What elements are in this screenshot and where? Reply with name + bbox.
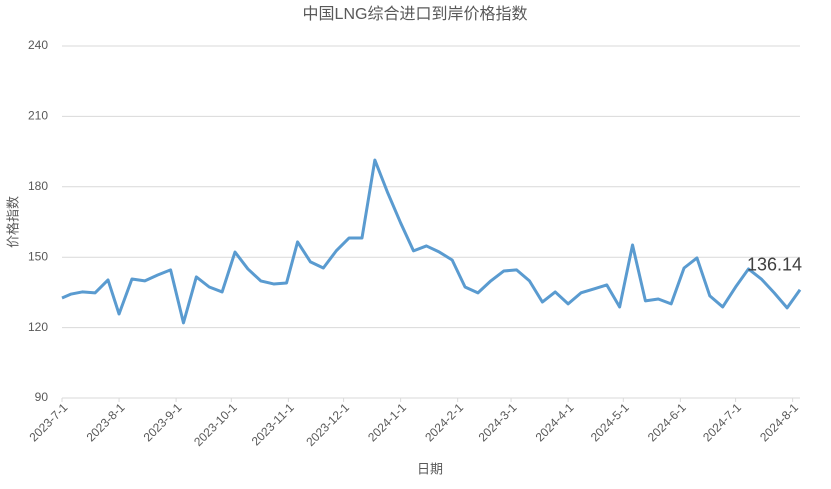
data-line [61,158,802,325]
y-tick-label: 120 [28,320,48,334]
y-tick-label: 150 [28,249,48,263]
y-axis-label: 价格指数 [5,196,20,248]
chart-title: 中国LNG综合进口到岸价格指数 [303,5,528,23]
y-tick-label: 210 [28,109,48,123]
x-axis-label: 日期 [417,461,443,476]
y-tick-label: 240 [28,38,48,52]
y-tick-label: 180 [28,179,48,193]
data-label: 136.14 [747,254,802,274]
y-tick-label: 90 [35,390,49,404]
